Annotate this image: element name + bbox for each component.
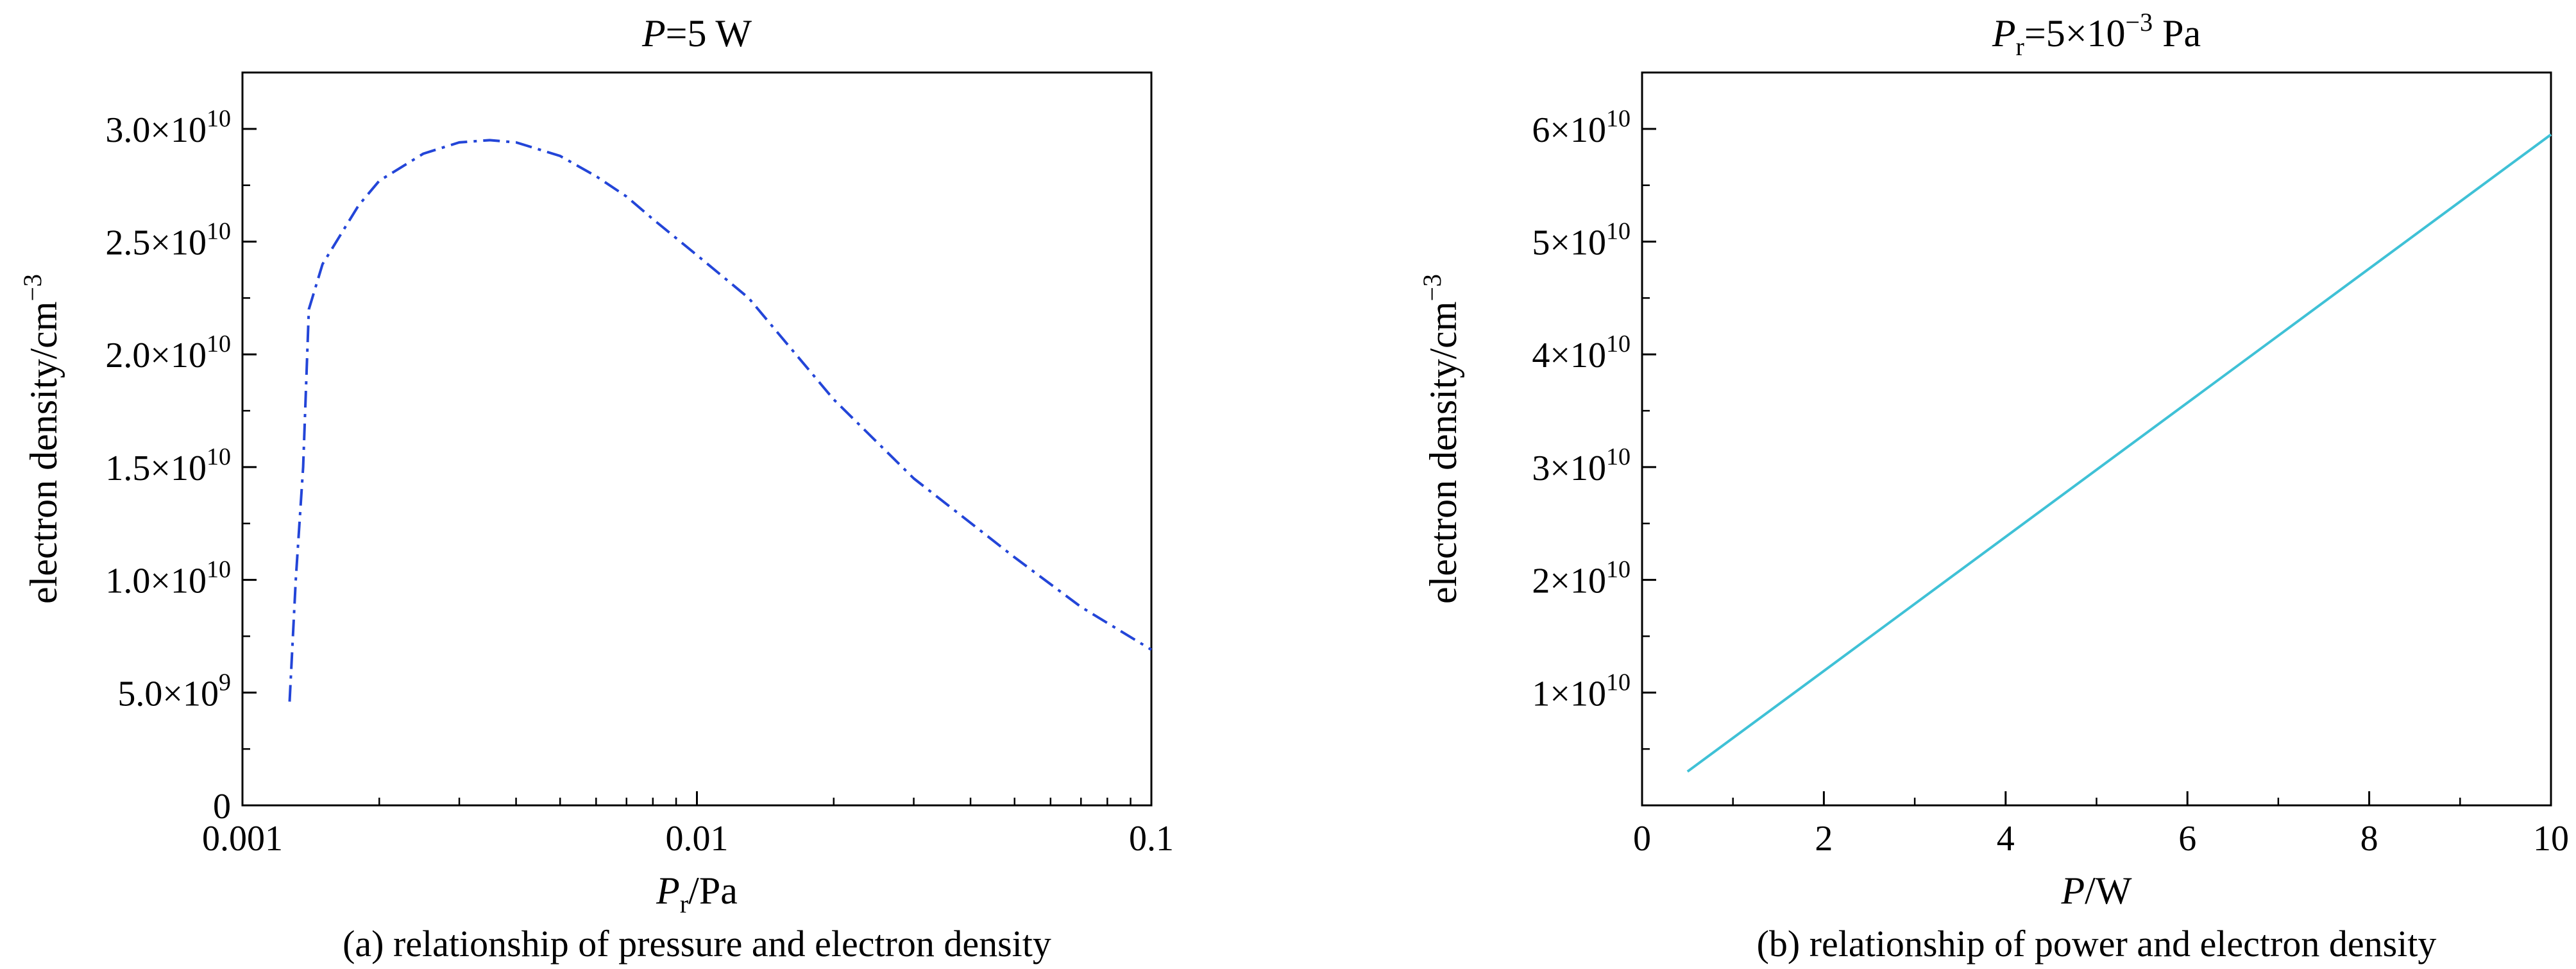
y-label-text: electron density/cm xyxy=(22,302,65,605)
x-label-unit: /Pa xyxy=(688,870,738,912)
y-axis-label: electron density/cm−3 xyxy=(18,274,65,604)
y-tick-mantissa: 1.0×10 xyxy=(105,562,207,601)
title-symbol: P xyxy=(641,12,666,55)
chart-title: P=5 W xyxy=(641,12,752,55)
y-tick-mantissa: 1×10 xyxy=(1532,674,1606,714)
x-tick-label: 0.1 xyxy=(1129,819,1174,859)
y-axis-label: electron density/cm−3 xyxy=(1418,274,1464,604)
y-tick-label: 5.0×109 xyxy=(117,669,231,714)
y-label-superscript: −3 xyxy=(1418,274,1446,302)
chart-caption: (b) relationship of power and electron d… xyxy=(1757,923,2437,965)
y-tick-mantissa: 0 xyxy=(213,787,231,827)
x-label-unit: /W xyxy=(2085,870,2132,912)
chart-title: Pr=5×10−3 Pa xyxy=(1992,8,2201,61)
x-tick-label: 4 xyxy=(1997,819,2015,859)
y-tick-exponent: 10 xyxy=(1606,330,1631,357)
title-text: =5×10 xyxy=(2024,12,2126,55)
y-tick-mantissa: 6×10 xyxy=(1532,110,1606,150)
series-line-0 xyxy=(1686,133,2552,773)
y-tick-label: 6×1010 xyxy=(1532,105,1631,150)
y-tick-mantissa: 5×10 xyxy=(1532,223,1606,263)
y-label-text: electron density/cm xyxy=(1422,302,1464,605)
x-tick-label: 10 xyxy=(2533,819,2569,859)
y-tick-label: 0 xyxy=(213,787,231,827)
y-tick-label: 2×1010 xyxy=(1532,556,1631,601)
y-tick-label: 3.0×1010 xyxy=(105,105,231,150)
y-tick-exponent: 10 xyxy=(207,443,231,470)
x-tick-label: 8 xyxy=(2360,819,2378,859)
y-tick-exponent: 10 xyxy=(1606,105,1631,132)
x-tick-label: 2 xyxy=(1815,819,1833,859)
y-tick-exponent: 9 xyxy=(219,669,231,696)
series-line-0 xyxy=(288,139,1153,702)
y-tick-mantissa: 1.5×10 xyxy=(105,449,207,488)
x-axis-label: P/W xyxy=(2061,870,2132,912)
y-tick-label: 4×1010 xyxy=(1532,330,1631,375)
y-tick-label: 2.5×1010 xyxy=(105,218,231,263)
plot-frame xyxy=(1641,71,2552,807)
y-tick-label: 1.0×1010 xyxy=(105,556,231,601)
y-tick-exponent: 10 xyxy=(207,330,231,357)
y-tick-exponent: 10 xyxy=(207,218,231,245)
y-tick-mantissa: 2×10 xyxy=(1532,562,1606,601)
y-tick-label: 5×1010 xyxy=(1532,218,1631,263)
x-tick-label: 0 xyxy=(1633,819,1651,859)
y-tick-mantissa: 5.0×10 xyxy=(117,674,219,714)
y-tick-exponent: 10 xyxy=(1606,218,1631,245)
y-tick-label: 3×1010 xyxy=(1532,443,1631,488)
y-tick-mantissa: 2.0×10 xyxy=(105,336,207,375)
y-tick-exponent: 10 xyxy=(1606,443,1631,470)
y-tick-label: 2.0×1010 xyxy=(105,330,231,375)
x-tick-label: 0.01 xyxy=(666,819,729,859)
x-label-symbol: P xyxy=(2061,870,2085,912)
chart-panel-b: 0 2 4 6 8 101×10102×10103×10104×10105×10106×1… xyxy=(1418,8,2569,965)
x-axis-label: Pr/Pa xyxy=(656,870,738,918)
chart-panel-a: 0.001 0.01 0.105.0×1091.0×10101.5×10102.0×… xyxy=(18,12,1174,965)
y-tick-exponent: 10 xyxy=(207,556,231,583)
title-superscript: −3 xyxy=(2126,8,2153,37)
x-tick-label: 0.001 xyxy=(202,819,283,859)
y-tick-exponent: 10 xyxy=(1606,669,1631,696)
title-symbol: P xyxy=(1992,12,2016,55)
title-unit: Pa xyxy=(2153,12,2201,55)
x-label-subscript: r xyxy=(680,889,688,918)
y-tick-exponent: 10 xyxy=(207,105,231,132)
title-subscript: r xyxy=(2016,32,2024,61)
y-tick-mantissa: 2.5×10 xyxy=(105,223,207,263)
x-tick-label: 6 xyxy=(2178,819,2196,859)
y-tick-mantissa: 4×10 xyxy=(1532,336,1606,375)
y-tick-mantissa: 3×10 xyxy=(1532,449,1606,488)
x-label-symbol: P xyxy=(656,870,680,912)
y-tick-label: 1×1010 xyxy=(1532,669,1631,714)
title-text: =5 W xyxy=(666,12,752,55)
y-tick-label: 1.5×1010 xyxy=(105,443,231,488)
chart-caption: (a) relationship of pressure and electro… xyxy=(343,923,1051,965)
y-tick-mantissa: 3.0×10 xyxy=(105,110,207,150)
y-label-superscript: −3 xyxy=(18,274,47,302)
y-tick-exponent: 10 xyxy=(1606,556,1631,583)
